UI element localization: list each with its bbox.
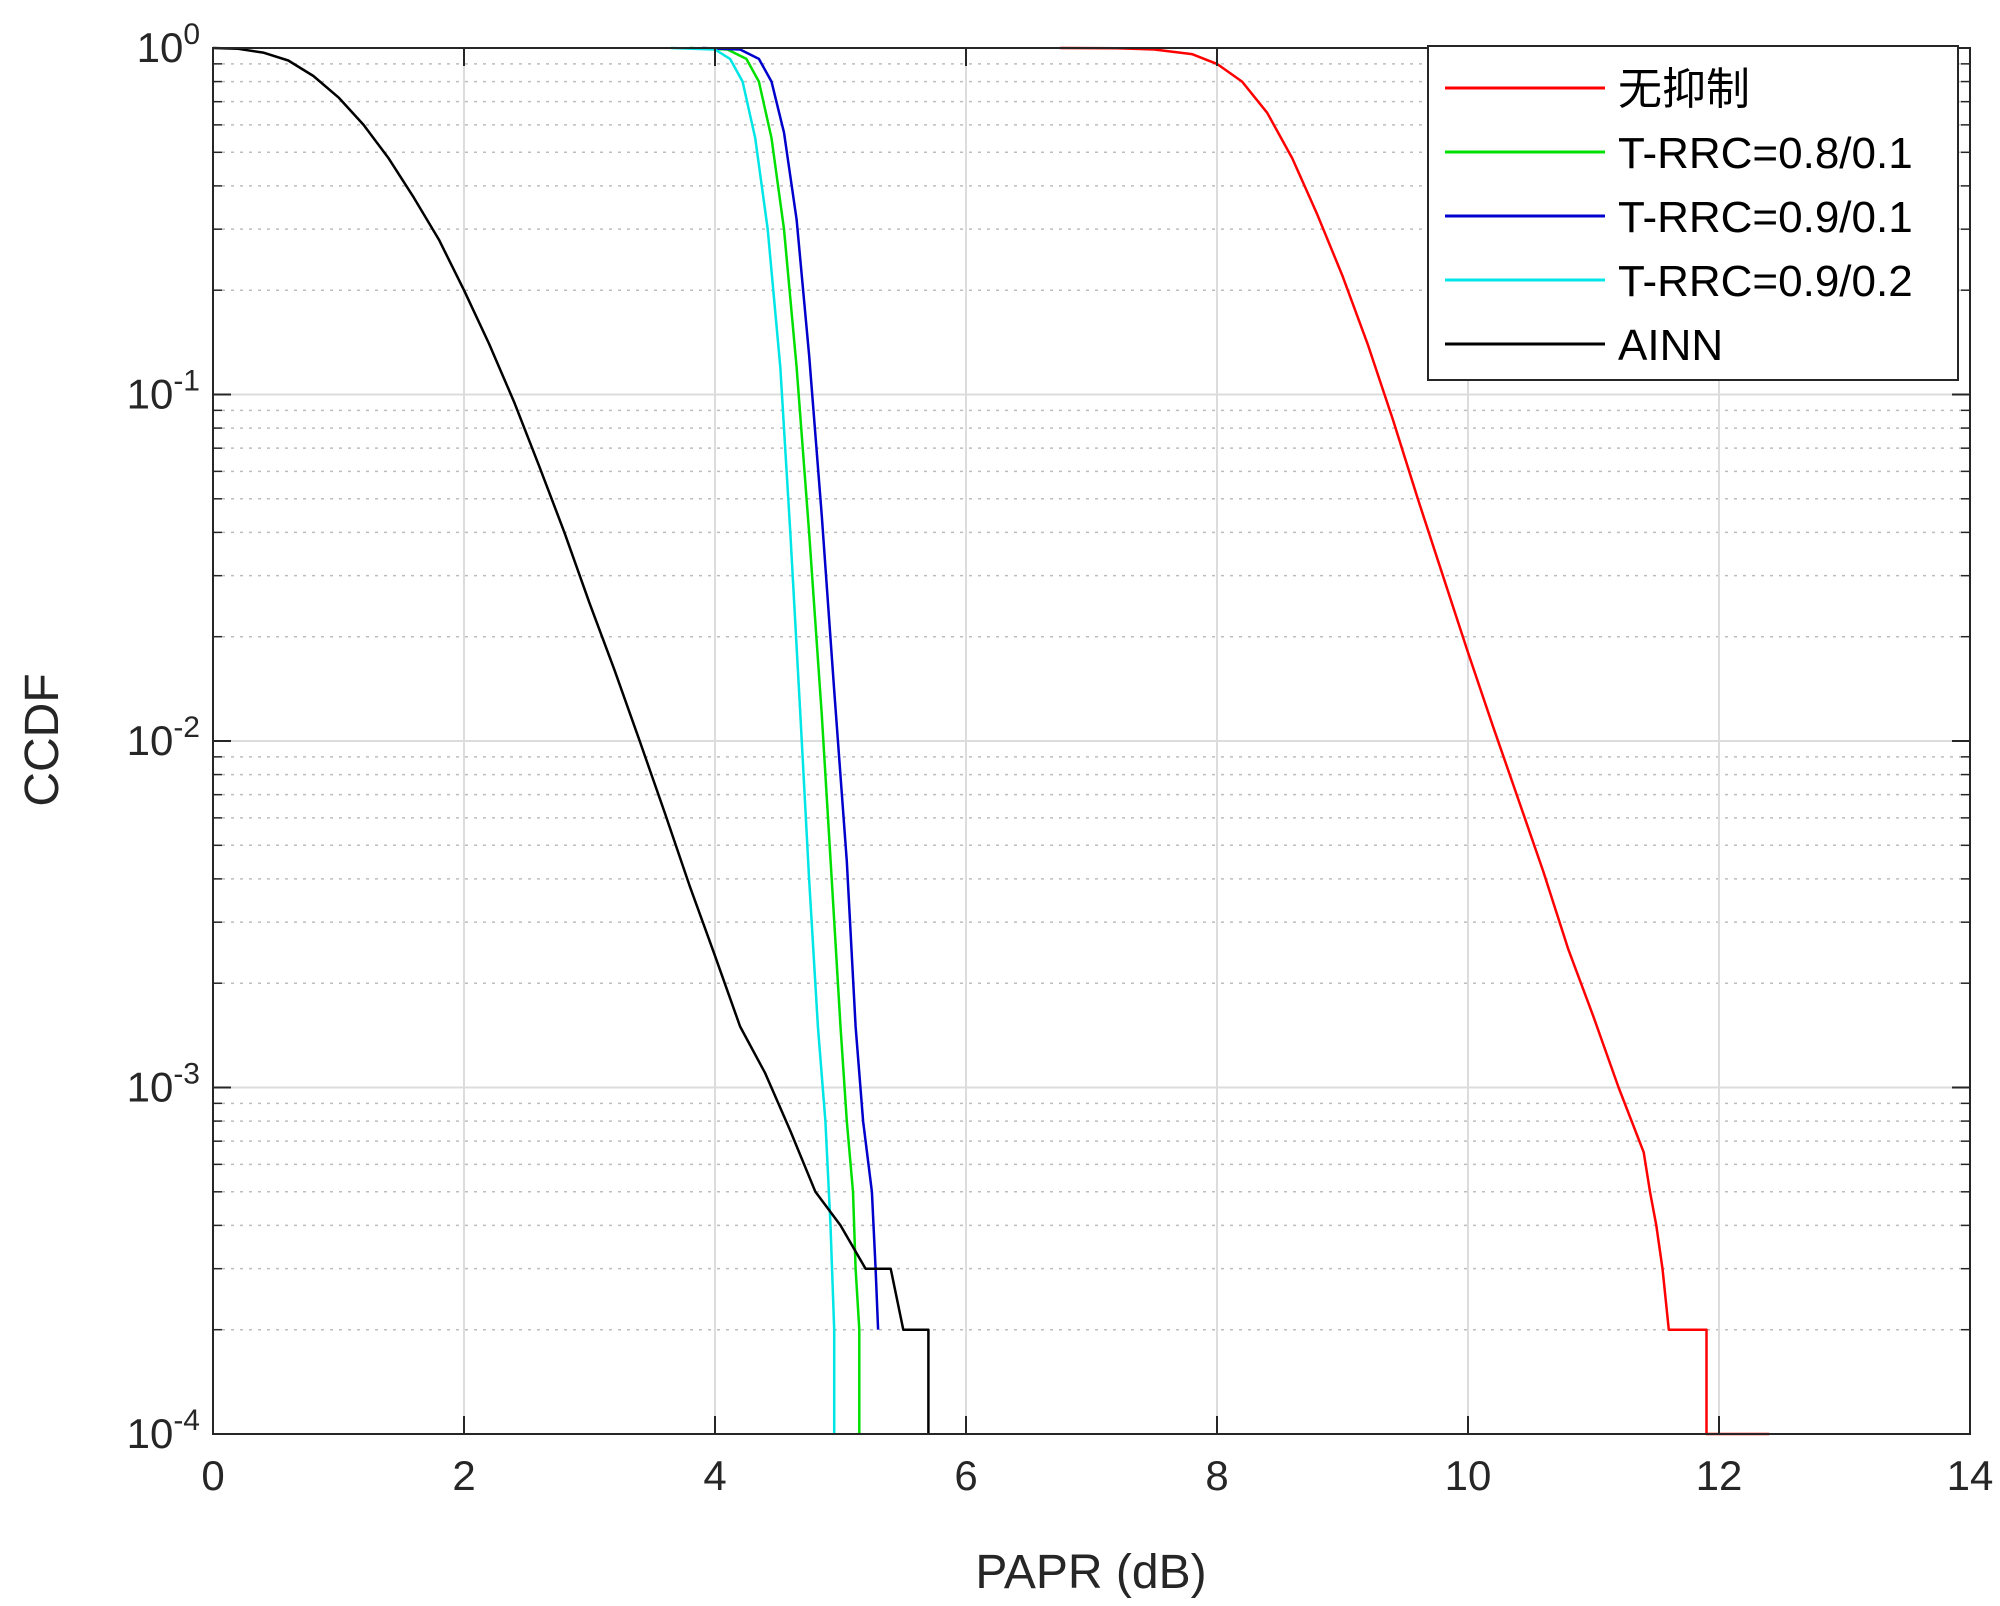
- x-tick-label: 4: [703, 1452, 726, 1499]
- x-tick-labels: 0 2 4 6 8 10 12 14: [201, 1452, 1993, 1499]
- series-layer: [212, 46, 1770, 1436]
- y-tick-exponent: -3: [173, 1058, 200, 1091]
- y-tick-base: 10: [137, 24, 184, 71]
- x-tick-label: 2: [452, 1452, 475, 1499]
- series-line-t-rrc-0-9-0-2: [671, 46, 836, 1434]
- series-line-baseline: [1060, 46, 1770, 1436]
- x-tick-label: 6: [954, 1452, 977, 1499]
- x-axis-label: PAPR (dB): [975, 1546, 1206, 1599]
- legend-label: AINN: [1618, 321, 1723, 370]
- y-tick-base: 10: [127, 1064, 174, 1111]
- legend-box: [1427, 45, 1959, 381]
- legend: 无抑制 T-RRC=0.8/0.1 T-RRC=0.9/0.1 T-RRC=0.9/0…: [1427, 45, 1959, 381]
- y-tick-label: 10-4: [127, 1404, 200, 1457]
- legend-label: T-RRC=0.9/0.2: [1618, 257, 1913, 306]
- y-tick-label: 10-1: [127, 365, 200, 418]
- y-tick-exponent: 0: [183, 18, 200, 51]
- y-tick-label: 10-2: [127, 711, 200, 764]
- y-tick-base: 10: [127, 717, 174, 764]
- legend-label: T-RRC=0.9/0.1: [1618, 193, 1913, 242]
- x-tick-label: 10: [1445, 1452, 1492, 1499]
- x-tick-label: 0: [201, 1452, 224, 1499]
- y-tick-exponent: -4: [173, 1404, 200, 1437]
- series-line-ainn: [212, 46, 930, 1434]
- y-tick-exponent: -1: [173, 365, 200, 398]
- y-tick-label: 10-3: [127, 1058, 200, 1111]
- axis-ticks: [212, 47, 1971, 1435]
- y-tick-label: 100: [137, 18, 200, 71]
- x-tick-label: 8: [1205, 1452, 1228, 1499]
- series-line-t-rrc-0-9-0-1: [702, 46, 880, 1330]
- legend-label: T-RRC=0.8/0.1: [1618, 129, 1913, 178]
- series-line-t-rrc-0-8-0-1: [689, 46, 861, 1434]
- x-tick-label: 12: [1696, 1452, 1743, 1499]
- x-tick-label: 14: [1947, 1452, 1994, 1499]
- legend-label: 无抑制: [1618, 64, 1750, 115]
- y-axis-label: CCDF: [16, 673, 69, 806]
- y-tick-base: 10: [127, 371, 174, 418]
- y-tick-base: 10: [127, 1410, 174, 1457]
- y-tick-exponent: -2: [173, 711, 200, 744]
